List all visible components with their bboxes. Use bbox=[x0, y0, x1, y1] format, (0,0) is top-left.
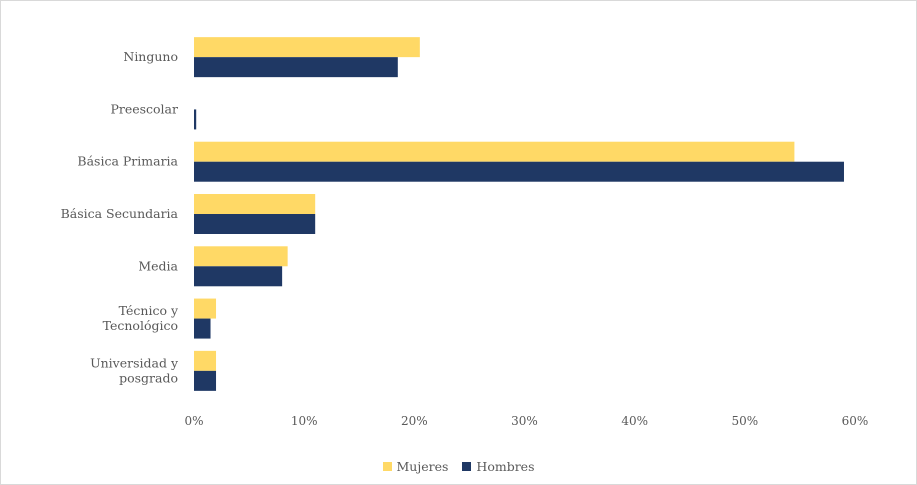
x-tick-label: 40% bbox=[621, 414, 648, 428]
bar-hombres-4 bbox=[194, 266, 283, 287]
category-label: Universidad y posgrado bbox=[90, 355, 179, 385]
category-label: Preescolar bbox=[110, 101, 178, 116]
category-label: Ninguno bbox=[123, 49, 178, 64]
category-label: Técnico y Tecnológico bbox=[103, 303, 179, 333]
category-label: Básica Primaria bbox=[77, 154, 178, 169]
legend-swatch-mujeres bbox=[382, 462, 392, 471]
x-tick-label: 50% bbox=[731, 414, 758, 428]
bar-mujeres-5 bbox=[194, 298, 217, 319]
legend-item-mujeres: Mujeres bbox=[382, 459, 449, 474]
bar-hombres-3 bbox=[194, 214, 316, 234]
bars-group bbox=[194, 37, 844, 391]
bar-hombres-2 bbox=[194, 161, 844, 182]
x-tick-label: 30% bbox=[511, 414, 538, 428]
bar-mujeres-2 bbox=[194, 141, 795, 162]
category-label: Básica Secundaria bbox=[61, 206, 179, 221]
category-labels: Ninguno Preescolar Básica Primaria Básica S… bbox=[61, 49, 179, 385]
bar-hombres-6 bbox=[194, 370, 217, 391]
bar-mujeres-0 bbox=[194, 37, 420, 58]
bar-hombres-1 bbox=[194, 109, 197, 130]
x-tick-label: 20% bbox=[401, 414, 428, 428]
bar-chart: Ninguno Preescolar Básica Primaria Básica S… bbox=[61, 37, 868, 428]
legend-label-hombres: Hombres bbox=[476, 459, 535, 474]
bar-hombres-0 bbox=[194, 57, 398, 78]
bar-mujeres-6 bbox=[194, 350, 217, 371]
bar-mujeres-3 bbox=[194, 194, 316, 214]
x-tick-label: 10% bbox=[291, 414, 318, 428]
legend-item-hombres: Hombres bbox=[462, 459, 535, 474]
bar-mujeres-4 bbox=[194, 246, 288, 267]
x-tick-label: 60% bbox=[842, 414, 869, 428]
x-tick-label: 0% bbox=[184, 414, 203, 428]
legend: Mujeres Hombres bbox=[1, 459, 916, 474]
x-tick-labels: 0% 10% 20% 30% 40% 50% 60% bbox=[184, 414, 868, 428]
legend-label-mujeres: Mujeres bbox=[396, 459, 449, 474]
category-label: Media bbox=[138, 258, 178, 273]
bar-hombres-5 bbox=[194, 318, 211, 339]
legend-swatch-hombres bbox=[462, 462, 472, 471]
